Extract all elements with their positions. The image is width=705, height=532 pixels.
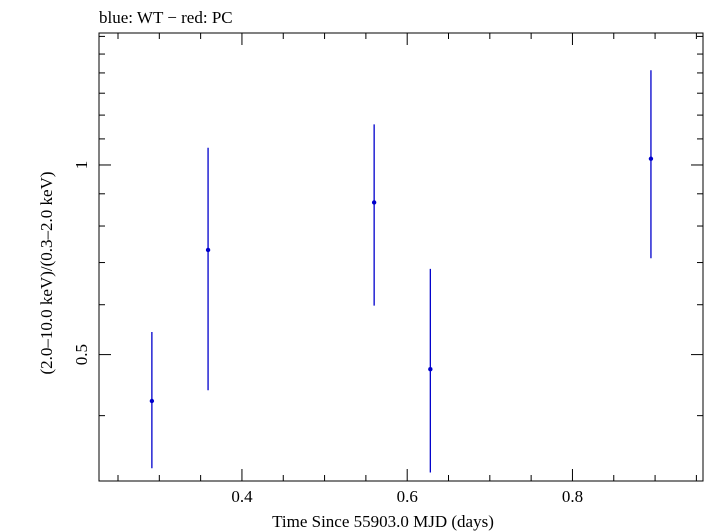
x-axis-label: Time Since 55903.0 MJD (days): [272, 512, 494, 531]
y-tick-label: 1: [72, 161, 91, 170]
x-tick-label: 0.4: [231, 487, 253, 506]
x-tick-label: 0.8: [562, 487, 583, 506]
y-tick-label: 0.5: [72, 344, 91, 365]
data-point: [371, 200, 377, 205]
axis-ticks: [99, 33, 703, 481]
data-point: [648, 156, 654, 161]
data-point: [428, 367, 433, 372]
data-point: [149, 398, 155, 404]
axis-tick-labels: 0.4 0.6 0.8 0.5 1: [72, 161, 583, 506]
x-tick-label: 0.6: [397, 487, 418, 506]
chart-title: blue: WT − red: PC: [99, 8, 233, 27]
data-series: [149, 70, 654, 473]
plot-frame: [98, 32, 704, 482]
y-axis-label: (2.0–10.0 keV)/(0.3–2.0 keV): [37, 171, 56, 374]
data-point: [205, 247, 211, 253]
